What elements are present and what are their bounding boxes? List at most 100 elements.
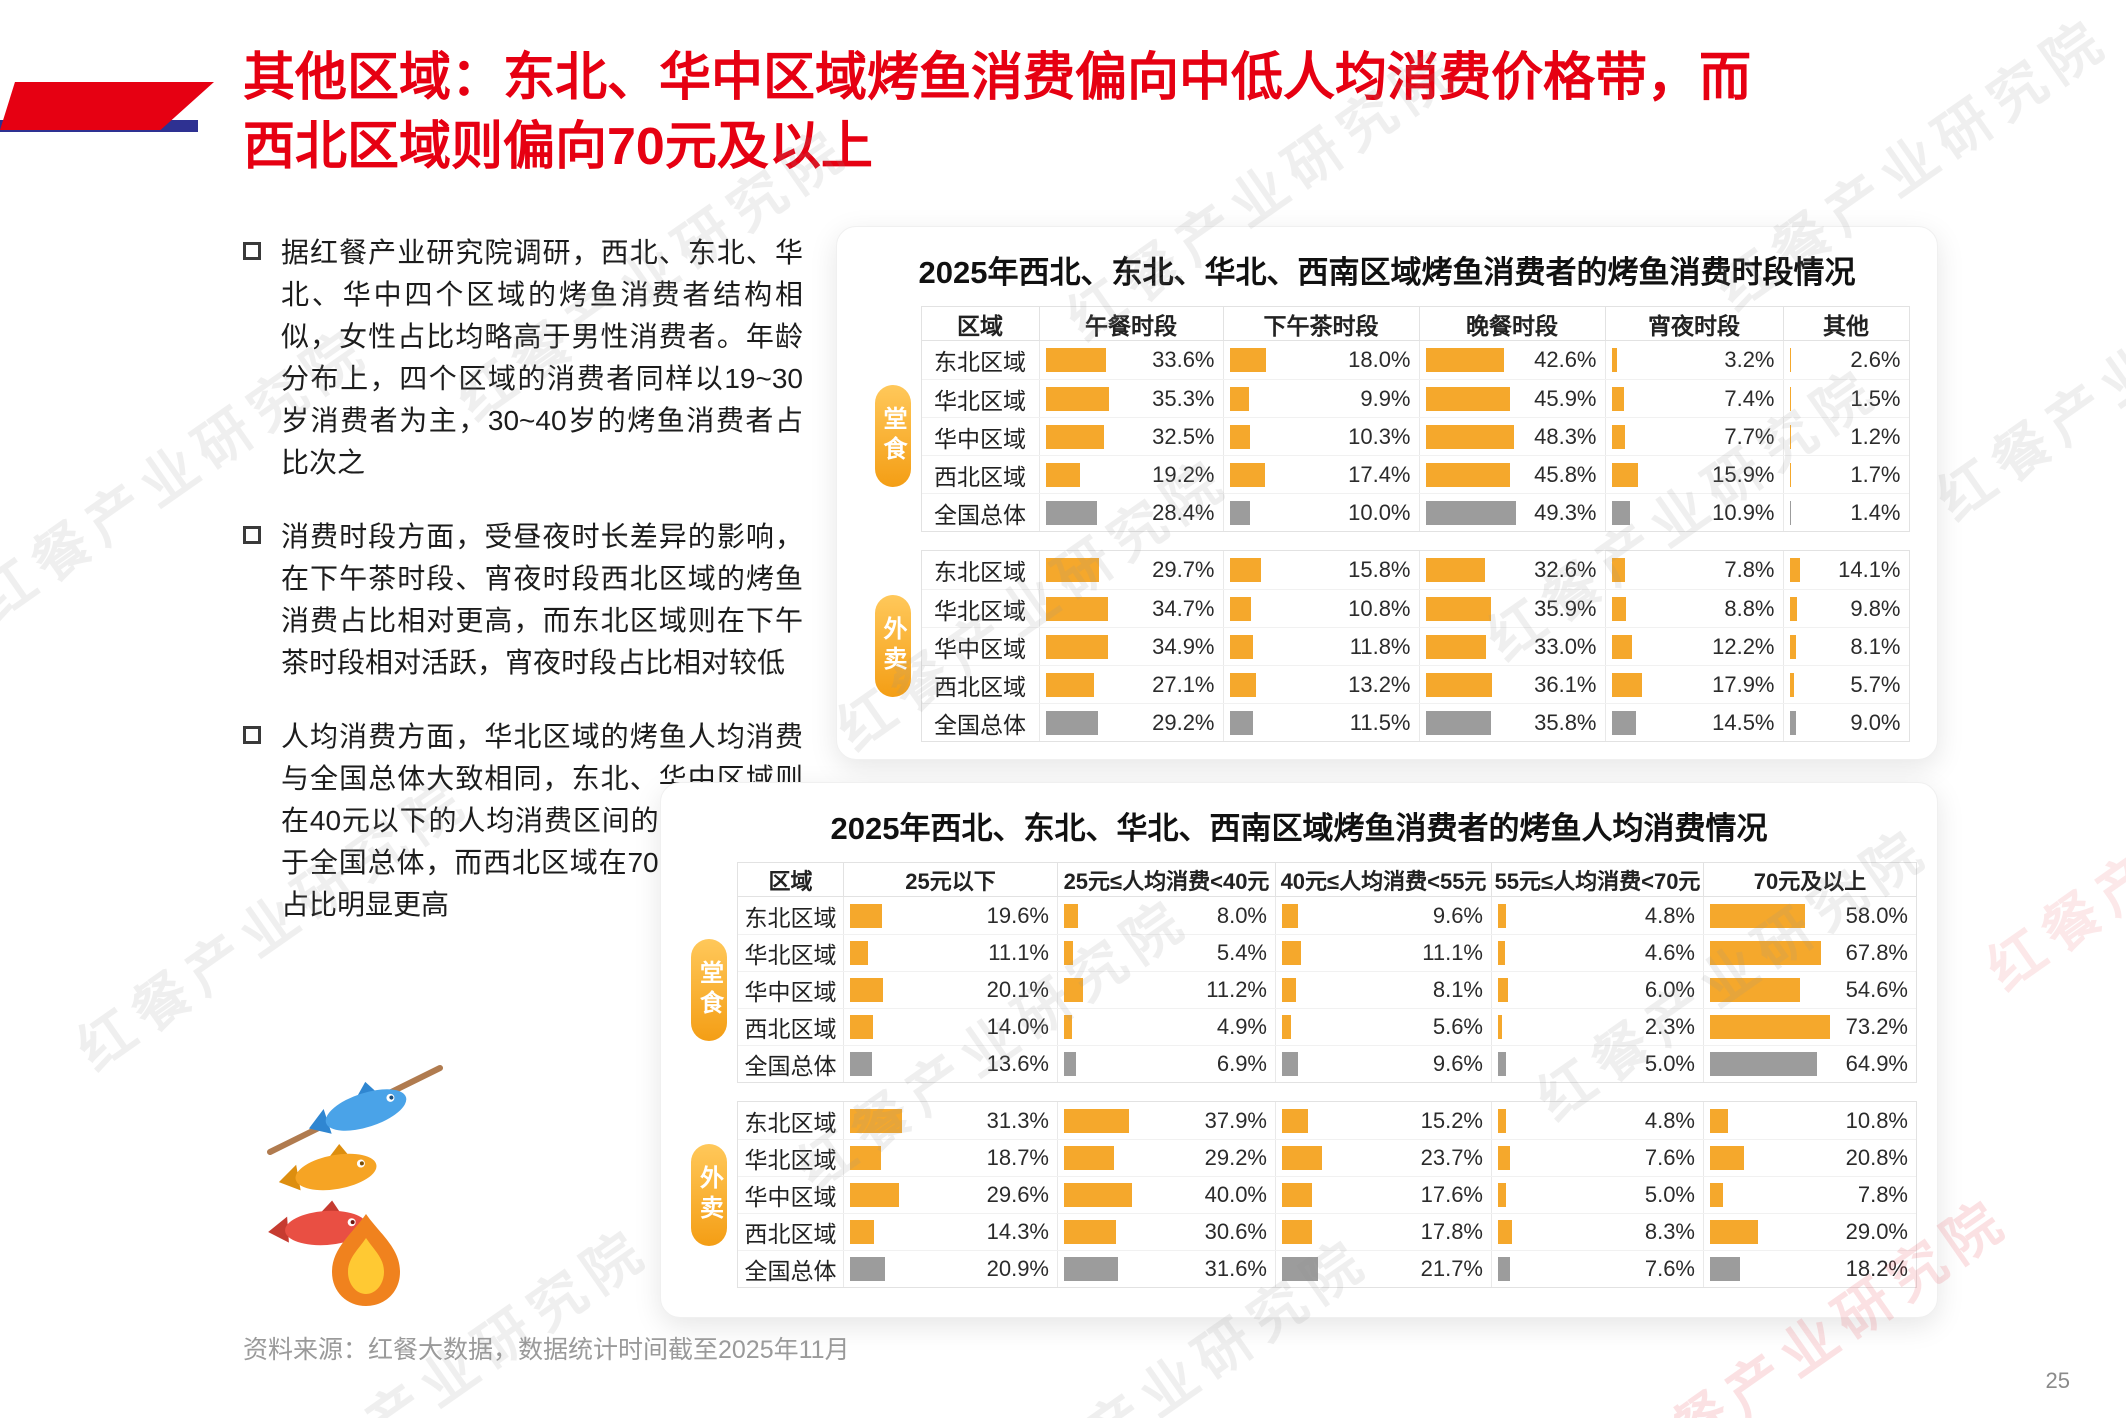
value-cell: 11.1%	[844, 935, 1058, 971]
value-cell: 19.6%	[844, 897, 1058, 934]
value-cell: 7.8%	[1704, 1177, 1916, 1213]
value-label: 4.8%	[1644, 902, 1695, 928]
value-label: 20.8%	[1845, 1145, 1908, 1170]
fish-and-fire-icon	[267, 1065, 443, 1306]
bar-track	[1789, 348, 1831, 372]
per-capita-chart-card: 2025年西北、东北、华北、西南区域烤鱼消费者的烤鱼人均消费情况 区域 25元以下…	[660, 782, 1938, 1318]
value-bar	[1611, 672, 1642, 697]
table-row: 全国总体 20.9% 31.6% 21.7% 7.6% 18.2%	[738, 1250, 1916, 1287]
bar-track	[1611, 558, 1705, 582]
bar-track	[1611, 462, 1705, 487]
value-cell: 7.7%	[1606, 418, 1784, 455]
value-bar	[1498, 1108, 1506, 1133]
value-label: 32.6%	[1534, 557, 1597, 582]
bar-track	[1710, 903, 1838, 928]
bar-track	[1789, 596, 1831, 621]
value-bar	[1425, 424, 1515, 449]
value-cell: 29.6%	[844, 1177, 1058, 1213]
value-cell: 18.2%	[1704, 1251, 1916, 1287]
table-row: 东北区域 19.6% 8.0% 9.6% 4.8% 58.0%	[738, 897, 1916, 934]
value-label: 4.6%	[1644, 940, 1695, 965]
table-row: 华中区域 34.9% 11.8% 33.0% 12.2% 8.1%	[921, 627, 1909, 665]
value-bar	[1498, 978, 1508, 1002]
value-bar	[1045, 596, 1108, 621]
bar-track	[1064, 1015, 1197, 1039]
column-header: 区域	[738, 863, 844, 896]
value-label: 27.1%	[1152, 671, 1215, 697]
value-bar	[1611, 500, 1630, 525]
bullet-square-icon	[243, 242, 261, 260]
value-cell: 4.6%	[1492, 935, 1704, 971]
value-label: 1.4%	[1850, 499, 1901, 525]
table-row: 西北区域 14.0% 4.9% 5.6% 2.3% 73.2%	[738, 1008, 1916, 1045]
column-header: 区域	[922, 307, 1040, 341]
value-bar	[1498, 1257, 1511, 1281]
bar-track	[1425, 596, 1527, 621]
column-header: 25元≤人均消费<40元	[1058, 863, 1276, 896]
bar-track	[1498, 1146, 1625, 1170]
value-bar	[850, 1257, 885, 1281]
value-cell: 17.4%	[1224, 456, 1420, 493]
value-bar	[850, 1146, 881, 1170]
value-label: 9.6%	[1432, 1051, 1483, 1076]
value-cell: 5.7%	[1784, 666, 1909, 703]
region-label: 东北区域	[738, 897, 844, 934]
bar-track	[1710, 1183, 1838, 1207]
bar-track	[1611, 500, 1705, 525]
value-cell: 15.8%	[1224, 551, 1420, 589]
bar-track	[1064, 941, 1197, 965]
bar-track	[1282, 903, 1413, 928]
value-cell: 8.1%	[1276, 972, 1492, 1008]
value-cell: 7.8%	[1606, 551, 1784, 589]
value-label: 31.6%	[1204, 1256, 1267, 1281]
value-bar	[1425, 710, 1492, 735]
value-cell: 37.9%	[1058, 1102, 1276, 1139]
value-label: 4.9%	[1216, 1014, 1267, 1039]
value-label: 17.9%	[1712, 671, 1775, 697]
time-slot-table: 区域 午餐时段 下午茶时段 晚餐时段 宵夜时段 其他 堂食 东北区域 33.6% 18.0% 42.…	[865, 306, 1910, 742]
bar-track	[1710, 941, 1838, 965]
value-bar	[1282, 1257, 1319, 1281]
value-bar	[1064, 1220, 1117, 1244]
bar-track	[1789, 672, 1831, 697]
value-bar	[1229, 348, 1266, 372]
value-bar	[850, 1220, 874, 1244]
watermark-text: 红餐产业研究院	[1976, 685, 2126, 1003]
value-label: 20.1%	[986, 977, 1049, 1002]
value-label: 9.0%	[1850, 709, 1901, 735]
value-label: 20.9%	[986, 1256, 1049, 1281]
bar-track	[1425, 558, 1527, 582]
value-label: 1.2%	[1850, 423, 1901, 449]
value-cell: 10.9%	[1606, 494, 1784, 531]
value-bar	[1282, 1108, 1308, 1133]
value-cell: 1.2%	[1784, 418, 1909, 455]
value-label: 49.3%	[1534, 499, 1597, 525]
value-label: 18.0%	[1348, 347, 1411, 372]
value-bar	[1282, 1015, 1292, 1039]
table-row: 全国总体 29.2% 11.5% 35.8% 14.5% 9.0%	[921, 703, 1909, 741]
value-cell: 33.6%	[1040, 341, 1224, 379]
bar-track	[1498, 941, 1625, 965]
table-row: 西北区域 14.3% 30.6% 17.8% 8.3% 29.0%	[738, 1213, 1916, 1250]
bar-track	[1064, 1220, 1197, 1244]
column-header: 70元及以上	[1753, 868, 1867, 894]
table-row: 华北区域 18.7% 29.2% 23.7% 7.6% 20.8%	[738, 1139, 1916, 1176]
value-cell: 11.5%	[1224, 704, 1420, 741]
table-row: 华北区域 11.1% 5.4% 11.1% 4.6% 67.8%	[738, 934, 1916, 971]
value-label: 14.0%	[986, 1014, 1049, 1039]
value-label: 34.9%	[1152, 633, 1215, 659]
value-cell: 29.2%	[1058, 1140, 1276, 1176]
page-title-line1: 其他区域：东北、华中区域烤鱼消费偏向中低人均消费价格带，而	[243, 49, 1752, 107]
value-bar	[1710, 1052, 1817, 1076]
value-label: 12.2%	[1712, 633, 1775, 659]
watermark-text: 红餐产业研究院	[1926, 215, 2126, 533]
value-label: 11.5%	[1349, 709, 1411, 735]
value-bar	[1229, 596, 1252, 621]
value-bar	[1064, 903, 1078, 928]
value-cell: 20.8%	[1704, 1140, 1916, 1176]
value-cell: 9.8%	[1784, 590, 1909, 627]
value-bar	[1789, 634, 1796, 659]
bar-track	[850, 903, 979, 928]
value-label: 8.0%	[1216, 902, 1267, 928]
column-header: 25元以下	[844, 863, 1058, 896]
